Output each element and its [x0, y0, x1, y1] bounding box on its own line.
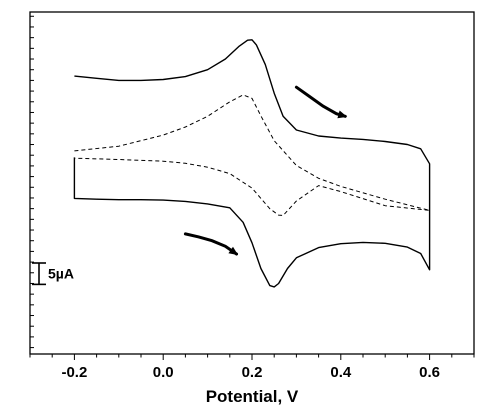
x-tick-label: 0.6 — [419, 364, 440, 381]
curves-layer — [73, 39, 431, 288]
plot-frame — [29, 11, 475, 355]
x-tick-label: 0.4 — [330, 364, 352, 381]
x-tick-label: 0.0 — [153, 364, 174, 381]
scan-arrowhead — [228, 246, 239, 256]
x-tick-labels: -0.2 0.0 0.2 0.4 0.6 — [61, 364, 440, 381]
y-minor-ticks — [30, 15, 34, 349]
scan-direction-arrows — [183, 85, 348, 256]
scale-bar-label: 5µA — [48, 266, 74, 282]
scan-arrowhead — [337, 110, 348, 119]
x-axis-title: Potential, V — [206, 387, 299, 406]
solid-curve — [73, 39, 431, 288]
x-axis-ticks — [29, 354, 475, 360]
x-tick-label: -0.2 — [61, 364, 87, 381]
x-tick-label: 0.2 — [242, 364, 263, 381]
scan-arrow — [183, 232, 238, 256]
current-scale-bar: 5µA — [32, 262, 74, 286]
scan-arrow — [294, 85, 347, 118]
dashed-curve — [74, 94, 431, 216]
